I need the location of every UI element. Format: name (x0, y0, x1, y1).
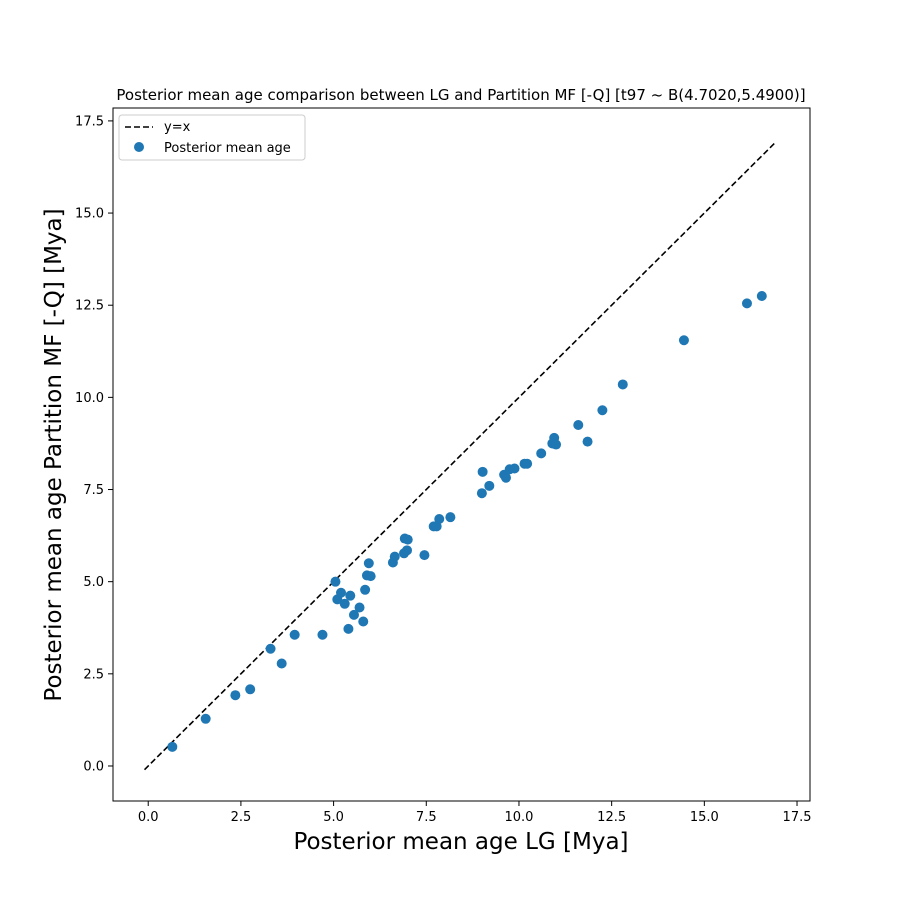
data-point (500, 472, 511, 483)
data-point (230, 690, 241, 701)
data-point (289, 629, 300, 640)
legend-entry-points: Posterior mean age (164, 141, 291, 156)
legend-point-swatch (134, 142, 144, 152)
x-tick-label: 5.0 (323, 810, 344, 825)
x-tick-label: 2.5 (231, 810, 252, 825)
data-point (741, 298, 752, 309)
x-tick-label: 0.0 (138, 810, 159, 825)
data-point (536, 448, 547, 459)
data-point (276, 658, 287, 669)
data-point (476, 488, 487, 499)
data-point (345, 590, 356, 601)
y-tick-label: 2.5 (83, 667, 104, 682)
y-tick-label: 12.5 (75, 299, 104, 314)
y-axis-ticks: 0.0 2.5 5.0 7.5 10.0 12.5 15.0 17.5 (75, 114, 113, 774)
data-point (336, 587, 347, 598)
data-point (167, 741, 178, 752)
data-point (402, 545, 413, 556)
data-point (343, 623, 354, 634)
data-point (245, 684, 256, 695)
data-point (484, 480, 495, 491)
y-tick-label: 17.5 (75, 114, 104, 129)
data-point (419, 550, 430, 561)
x-axis-ticks: 0.0 2.5 5.0 7.5 10.0 12.5 15.0 17.5 (138, 801, 812, 825)
data-point (339, 598, 350, 609)
legend: y=x Posterior mean age (118, 114, 306, 161)
data-point (200, 713, 211, 724)
x-tick-label: 17.5 (783, 810, 812, 825)
y-tick-label: 15.0 (75, 207, 104, 222)
x-axis-label: Posterior mean age LG [Mya] (293, 829, 628, 855)
data-point (582, 436, 593, 447)
data-point (402, 534, 413, 545)
data-point (265, 643, 276, 654)
y-axis-label: Posterior mean age Partition MF [-Q] [My… (41, 208, 67, 701)
x-tick-label: 7.5 (416, 810, 437, 825)
x-tick-label: 12.5 (597, 810, 626, 825)
scatter-points (167, 290, 767, 752)
data-point (678, 335, 689, 346)
plot-area-frame (112, 107, 811, 802)
legend-frame (118, 114, 306, 161)
data-point (551, 439, 562, 450)
y-tick-label: 0.0 (83, 759, 104, 774)
x-tick-label: 10.0 (504, 810, 533, 825)
y-tick-label: 5.0 (83, 575, 104, 590)
y-tick-label: 10.0 (75, 391, 104, 406)
data-point (617, 379, 628, 390)
data-point (477, 466, 488, 477)
data-point (330, 576, 341, 587)
chart-title: Posterior mean age comparison between LG… (116, 86, 805, 104)
data-point (573, 420, 584, 431)
data-point (358, 616, 369, 627)
data-point (389, 551, 400, 562)
data-point (597, 405, 608, 416)
data-point (360, 584, 371, 595)
x-tick-label: 15.0 (690, 810, 719, 825)
data-point (354, 602, 365, 613)
data-point (756, 290, 767, 301)
data-point (445, 512, 456, 523)
data-point (363, 558, 374, 569)
y-tick-label: 7.5 (83, 483, 104, 498)
data-point (522, 458, 533, 469)
data-point (365, 571, 376, 582)
legend-entry-reference: y=x (164, 120, 191, 135)
data-point (317, 629, 328, 640)
reference-line-y-equals-x (143, 142, 776, 771)
data-point (509, 463, 520, 474)
data-point (348, 609, 359, 620)
data-point (434, 514, 445, 525)
